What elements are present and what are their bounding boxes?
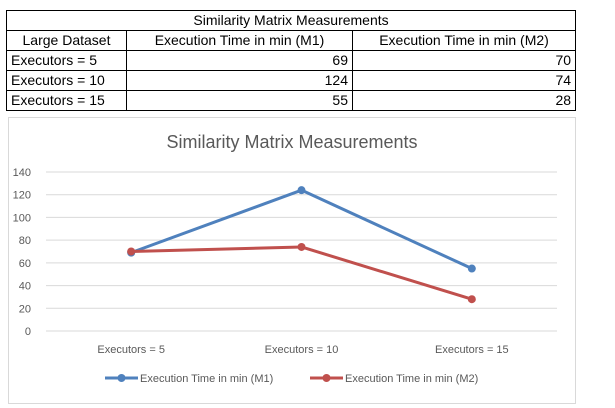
x-category-label: Executors = 15 [435,344,509,356]
data-point [467,295,476,304]
legend-label: Execution Time in min (M1) [140,373,273,385]
legend-label: Execution Time in min (M2) [345,373,478,385]
x-category-label: Executors = 5 [97,344,165,356]
row-label: Executors = 15 [6,90,127,111]
cell-m1: 69 [126,50,353,71]
x-axis-categories: Executors = 5 Executors = 10 Executors = 1… [97,344,508,356]
y-tick-label: 80 [19,235,31,247]
y-tick-label: 0 [25,326,31,338]
column-header-dataset: Large Dataset [6,30,127,51]
measurements-table: Similarity Matrix Measurements Large Dat… [5,10,577,111]
column-header-m1: Execution Time in min (M1) [126,30,353,51]
y-tick-label: 100 [13,212,31,224]
chart-title: Similarity Matrix Measurements [166,132,417,152]
series-lines [127,186,476,304]
data-point [127,247,136,256]
cell-m2: 70 [351,50,577,71]
row-label: Executors = 10 [6,70,127,91]
y-tick-label: 40 [19,281,31,293]
data-point [297,186,306,195]
data-point [297,242,306,251]
table-title: Similarity Matrix Measurements [5,10,577,31]
y-tick-label: 140 [13,167,31,179]
cell-m2: 74 [351,70,577,91]
y-axis-ticks: 0 20 40 60 80 100 120 140 [13,167,31,338]
chart-canvas: Similarity Matrix Measurements 0 20 40 60 80… [13,132,557,385]
legend-swatch-marker [322,374,331,382]
y-tick-label: 120 [13,190,31,202]
cell-m1: 124 [126,70,353,91]
cell-m2: 28 [351,90,577,111]
x-category-label: Executors = 10 [265,344,339,356]
gridlines [46,171,557,332]
cell-m1: 55 [126,90,353,111]
y-tick-label: 20 [19,303,31,315]
table-row: Executors = 15 55 28 [6,90,577,111]
data-point [467,264,476,273]
table-row: Executors = 10 124 74 [6,70,577,91]
row-label: Executors = 5 [6,50,127,71]
legend: Execution Time in min (M1) Execution Time… [105,373,478,385]
series-line [129,188,474,271]
table-row: Executors = 5 69 70 [6,50,577,71]
y-tick-label: 60 [19,258,31,270]
column-header-m2: Execution Time in min (M2) [351,30,577,51]
legend-swatch-marker [117,374,126,382]
line-chart: Similarity Matrix Measurements 0 20 40 60 80… [8,117,576,404]
table-title-row: Similarity Matrix Measurements [5,10,577,31]
series-line [129,245,474,301]
table-header-row: Large Dataset Execution Time in min (M1)… [6,30,577,51]
